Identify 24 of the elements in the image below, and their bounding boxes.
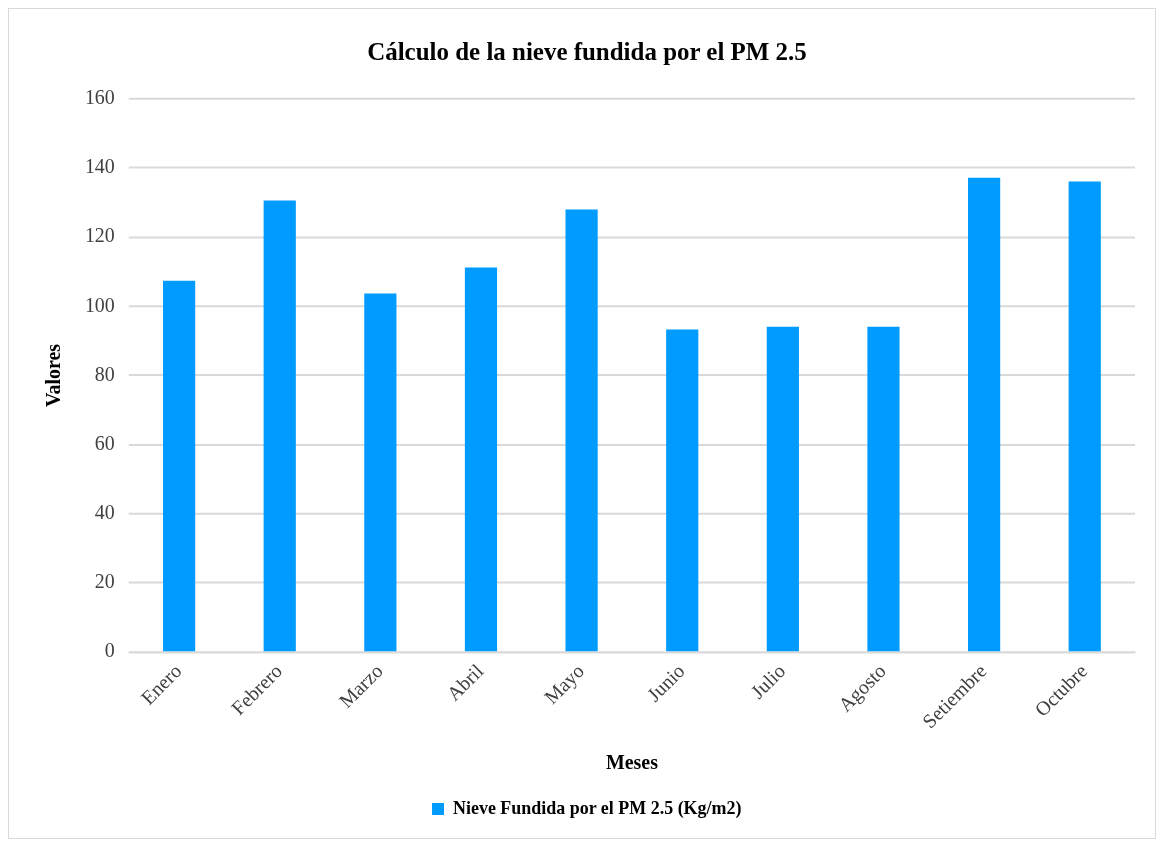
bar xyxy=(263,200,296,652)
chart-title: Cálculo de la nieve fundida por el PM 2.5 xyxy=(367,38,807,66)
y-tick-label: 40 xyxy=(94,501,115,524)
bar xyxy=(364,293,397,652)
y-tick-label: 20 xyxy=(94,570,115,593)
bar xyxy=(163,280,196,652)
y-tick-label: 160 xyxy=(84,86,115,109)
bar xyxy=(867,326,900,652)
y-tick-label: 60 xyxy=(94,431,115,454)
legend-label: Nieve Fundida por el PM 2.5 (Kg/m2) xyxy=(452,797,742,819)
y-tick-label: 100 xyxy=(84,293,115,316)
x-axis-title: Meses xyxy=(605,751,659,774)
y-tick-label: 140 xyxy=(84,155,115,178)
y-tick-label: 80 xyxy=(94,362,115,385)
bar xyxy=(968,177,1001,652)
y-axis-title: Valores xyxy=(42,343,65,408)
y-tick-label: 0 xyxy=(104,639,115,662)
bar xyxy=(666,329,699,652)
x-tick-label: Julio xyxy=(746,659,790,703)
y-tick-label: 120 xyxy=(84,224,115,247)
bar xyxy=(565,209,598,652)
bar xyxy=(766,326,799,652)
bar xyxy=(464,267,498,652)
bar xyxy=(1068,181,1101,652)
